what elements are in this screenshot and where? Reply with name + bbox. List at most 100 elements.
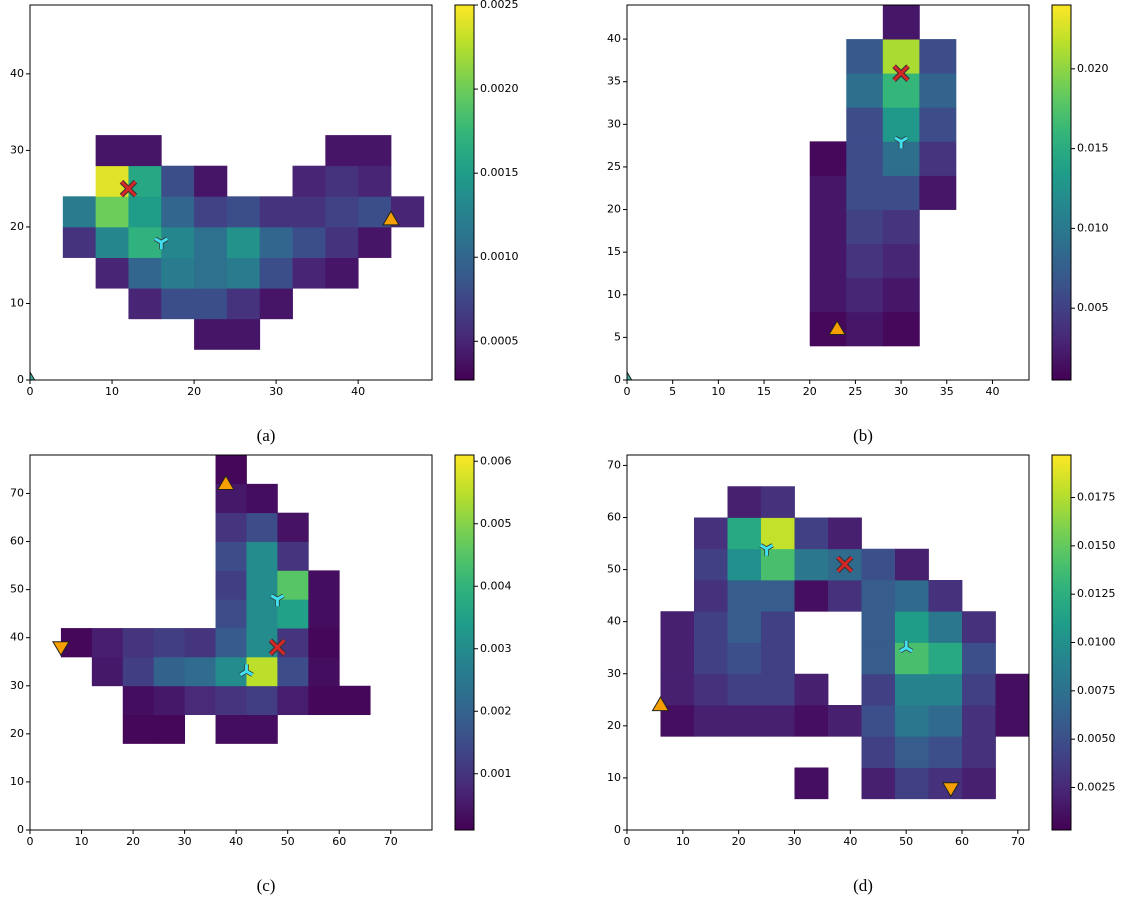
heat-cell xyxy=(215,599,247,629)
heat-cell xyxy=(828,580,862,612)
colorbar-tick-label: 0.001 xyxy=(480,767,512,780)
x-tick-label: 20 xyxy=(732,835,746,848)
heat-cell xyxy=(308,570,340,600)
x-tick-label: 50 xyxy=(899,835,913,848)
heat-cell xyxy=(215,455,247,485)
x-tick-label: 0 xyxy=(624,835,631,848)
colorbar-tick-label: 0.002 xyxy=(480,704,512,717)
colorbar-tick-label: 0.006 xyxy=(480,454,512,467)
heat-cell xyxy=(761,642,795,675)
heat-cell xyxy=(962,611,996,643)
heat-cell xyxy=(861,673,896,706)
heat-cell xyxy=(246,656,278,687)
heat-cell xyxy=(895,611,929,643)
x-tick-label: 20 xyxy=(803,385,817,398)
marker xyxy=(941,782,960,798)
y-tick-label: 40 xyxy=(10,631,24,644)
colorbar-tick-label: 0.0025 xyxy=(480,0,519,11)
panel: 0 10 20 30 40 50 60 70 0 10 20 30 40 50 60 70 0.001 0.002… xyxy=(10,454,512,895)
y-tick-label: 70 xyxy=(10,486,24,499)
heat-cell xyxy=(895,736,929,768)
marker xyxy=(836,556,853,573)
heat-cell xyxy=(794,517,829,550)
caption: (a) xyxy=(257,426,276,445)
heat-cell xyxy=(928,736,963,768)
heat-cell xyxy=(259,226,293,258)
heat-cell xyxy=(153,685,186,716)
colorbar-tick-label: 0.015 xyxy=(1077,142,1109,155)
heat-cell xyxy=(91,656,124,687)
colorbar-tick-label: 0.010 xyxy=(1077,221,1109,234)
marker xyxy=(154,237,169,250)
heat-cell xyxy=(861,548,896,581)
heat-cell xyxy=(292,257,326,289)
heat-cell xyxy=(882,311,920,347)
y-tick-label: 0 xyxy=(614,373,621,386)
heat-cell xyxy=(128,196,162,228)
heat-cell xyxy=(727,580,762,612)
heat-cell xyxy=(277,656,309,687)
heat-cell xyxy=(153,628,186,658)
heat-cell xyxy=(215,512,247,542)
heat-cell xyxy=(794,673,829,706)
plot-frame xyxy=(29,4,433,381)
x-tick-label: 40 xyxy=(985,385,999,398)
heat-cell xyxy=(95,226,129,258)
heat-cell xyxy=(882,107,920,142)
heat-cell xyxy=(861,736,896,768)
heat-cell xyxy=(882,243,920,279)
heat-cell xyxy=(761,705,795,737)
heat-cell xyxy=(246,483,278,514)
heat-cell xyxy=(91,628,124,658)
heat-cell xyxy=(761,517,795,550)
heat-cell xyxy=(694,673,728,706)
heat-cell xyxy=(194,196,228,228)
y-tick-label: 50 xyxy=(607,563,621,576)
colorbar xyxy=(1051,4,1072,381)
heat-cell xyxy=(694,611,728,643)
heat-cell xyxy=(226,257,261,289)
colorbar xyxy=(1051,454,1072,831)
colorbar-tick-label: 0.0005 xyxy=(480,334,519,347)
colorbar-tick-label: 0.0075 xyxy=(1077,684,1116,697)
y-tick-label: 0 xyxy=(614,823,621,836)
heat-cell xyxy=(928,673,963,706)
heat-cell xyxy=(215,570,247,600)
heat-cell xyxy=(727,705,762,737)
x-tick-label: 0 xyxy=(624,385,631,398)
heat-cell xyxy=(339,685,371,716)
plot-area xyxy=(627,5,957,380)
y-tick-label: 15 xyxy=(607,245,621,258)
colorbar-tick-label: 0.0150 xyxy=(1077,539,1116,552)
colorbar-tick-label: 0.0050 xyxy=(1077,732,1116,745)
heat-cell xyxy=(794,580,829,612)
heat-cell xyxy=(727,673,762,706)
y-tick-label: 10 xyxy=(607,288,621,301)
heat-cell xyxy=(727,517,762,550)
marker xyxy=(627,371,633,380)
marker xyxy=(120,180,137,197)
caption: (d) xyxy=(853,876,873,895)
y-tick-label: 20 xyxy=(10,727,24,740)
heat-cell xyxy=(358,165,392,197)
heat-cell xyxy=(694,642,728,675)
heat-cell xyxy=(215,714,247,744)
colorbar-tick-label: 0.004 xyxy=(480,579,512,592)
heat-cell xyxy=(694,517,728,550)
heat-cell xyxy=(694,705,728,737)
marker xyxy=(382,210,400,226)
heat-cell xyxy=(882,73,920,108)
panel: 0 10 20 30 40 0 10 20 30 40 0.0005 0.0010 0.0015 0.00… xyxy=(10,0,519,445)
heat-cell xyxy=(861,642,896,675)
heat-cell xyxy=(919,175,957,210)
marker xyxy=(893,65,910,82)
marker xyxy=(270,594,285,607)
marker xyxy=(239,664,254,677)
colorbar-tick-label: 0.0010 xyxy=(480,250,519,263)
heat-cell xyxy=(95,257,129,289)
heat-cell xyxy=(882,209,920,245)
heat-cell xyxy=(794,705,829,737)
heat-cell xyxy=(861,705,896,737)
marker xyxy=(651,696,670,712)
